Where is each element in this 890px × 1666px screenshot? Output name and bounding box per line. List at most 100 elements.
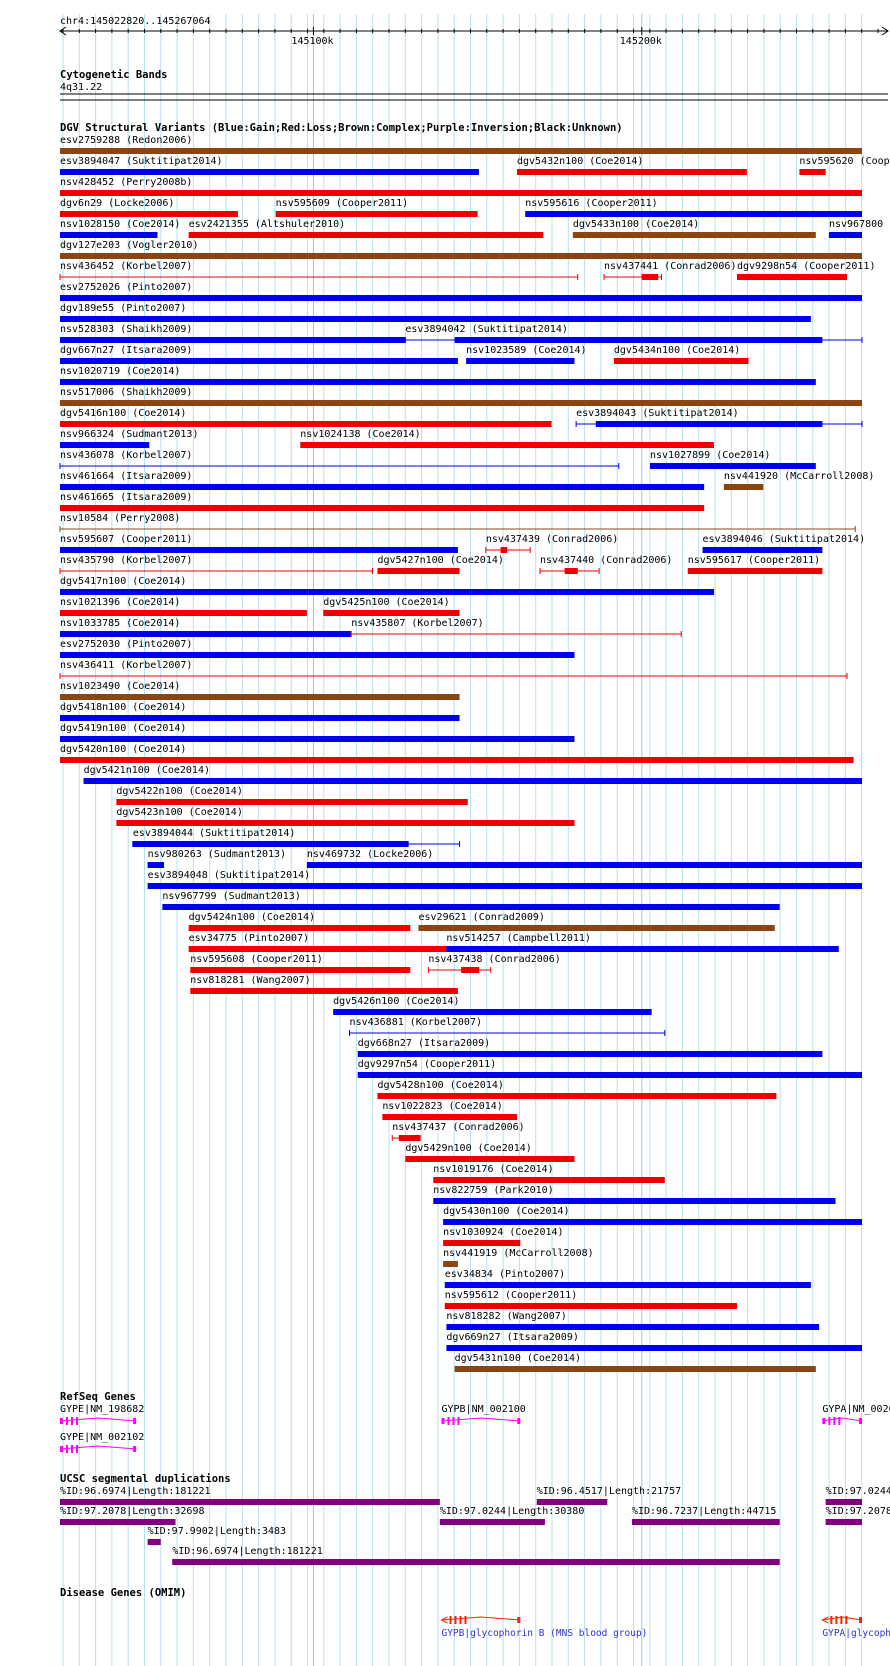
variant-bar[interactable] bbox=[275, 211, 478, 217]
gene-exon[interactable] bbox=[60, 1446, 63, 1452]
variant-bar-core[interactable] bbox=[398, 1135, 421, 1141]
omim-intron-line[interactable] bbox=[441, 1616, 521, 1621]
variant-bar[interactable] bbox=[190, 988, 458, 994]
variant-bar[interactable] bbox=[60, 316, 811, 322]
segdup-bar[interactable] bbox=[172, 1559, 780, 1565]
variant-bar[interactable] bbox=[60, 547, 458, 553]
variant-bar[interactable] bbox=[446, 1324, 820, 1330]
variant-bar-core[interactable] bbox=[454, 337, 823, 343]
variant-bar[interactable] bbox=[323, 610, 460, 616]
variant-bar[interactable] bbox=[147, 862, 165, 868]
variant-bar[interactable] bbox=[828, 232, 862, 238]
gene-exon[interactable] bbox=[76, 1445, 78, 1453]
variant-bar[interactable] bbox=[188, 946, 447, 952]
variant-bar[interactable] bbox=[60, 652, 575, 658]
variant-bar[interactable] bbox=[116, 820, 575, 826]
variant-bar[interactable] bbox=[162, 904, 780, 910]
variant-bar[interactable] bbox=[60, 631, 352, 637]
variant-bar[interactable] bbox=[702, 547, 823, 553]
gene-exon[interactable] bbox=[66, 1417, 68, 1425]
gene-exon[interactable] bbox=[452, 1417, 455, 1425]
segdup-bar[interactable] bbox=[60, 1499, 440, 1505]
variant-bar[interactable] bbox=[60, 337, 406, 343]
variant-bar[interactable] bbox=[377, 568, 460, 574]
variant-bar[interactable] bbox=[190, 967, 411, 973]
variant-bar[interactable] bbox=[147, 883, 862, 889]
segdup-bar[interactable] bbox=[825, 1519, 862, 1525]
variant-bar[interactable] bbox=[60, 295, 862, 301]
variant-bar[interactable] bbox=[443, 1240, 521, 1246]
omim-exon[interactable] bbox=[830, 1616, 833, 1624]
variant-bar[interactable] bbox=[433, 1198, 836, 1204]
variant-bar[interactable] bbox=[60, 190, 862, 196]
variant-bar[interactable] bbox=[723, 484, 764, 490]
segdup-bar[interactable] bbox=[536, 1499, 608, 1505]
omim-gene-label[interactable]: GYPB|glycophorin B (MNS blood group) bbox=[441, 1628, 647, 1639]
gene-label[interactable]: GYPA|NM_002099 bbox=[822, 1404, 890, 1415]
variant-bar-core[interactable] bbox=[461, 967, 480, 973]
variant-bar[interactable] bbox=[444, 1303, 738, 1309]
variant-bar[interactable] bbox=[116, 799, 468, 805]
variant-bar[interactable] bbox=[799, 169, 826, 175]
variant-bar[interactable] bbox=[444, 1282, 811, 1288]
variant-bar[interactable] bbox=[60, 736, 575, 742]
variant-bar[interactable] bbox=[572, 232, 816, 238]
gene-exon[interactable] bbox=[441, 1418, 445, 1424]
omim-exon[interactable] bbox=[449, 1616, 452, 1624]
variant-bar[interactable] bbox=[687, 568, 823, 574]
variant-bar[interactable] bbox=[443, 1261, 458, 1267]
variant-bar-core[interactable] bbox=[500, 547, 508, 553]
variant-bar[interactable] bbox=[525, 211, 862, 217]
variant-bar[interactable] bbox=[60, 400, 862, 406]
variant-bar[interactable] bbox=[454, 1366, 816, 1372]
variant-bar[interactable] bbox=[60, 232, 158, 238]
omim-exon[interactable] bbox=[840, 1616, 843, 1624]
omim-exon[interactable] bbox=[859, 1617, 862, 1623]
variant-bar[interactable] bbox=[60, 253, 862, 259]
variant-bar[interactable] bbox=[443, 1219, 862, 1225]
gene-exon[interactable] bbox=[517, 1418, 521, 1424]
variant-bar[interactable] bbox=[333, 1009, 652, 1015]
variant-bar[interactable] bbox=[433, 1177, 665, 1183]
gene-exon[interactable] bbox=[76, 1417, 78, 1425]
variant-bar[interactable] bbox=[377, 1093, 777, 1099]
variant-bar[interactable] bbox=[649, 463, 816, 469]
variant-bar[interactable] bbox=[405, 1156, 575, 1162]
variant-bar[interactable] bbox=[83, 778, 862, 784]
variant-bar[interactable] bbox=[613, 358, 749, 364]
variant-bar[interactable] bbox=[60, 610, 307, 616]
segdup-bar[interactable] bbox=[439, 1519, 545, 1525]
gene-intron-line[interactable] bbox=[822, 1417, 863, 1422]
variant-bar[interactable] bbox=[188, 232, 544, 238]
variant-bar[interactable] bbox=[737, 274, 848, 280]
gene-exon[interactable] bbox=[133, 1446, 137, 1452]
variant-bar[interactable] bbox=[517, 169, 747, 175]
variant-bar[interactable] bbox=[446, 1345, 862, 1351]
variant-bar[interactable] bbox=[60, 715, 460, 721]
variant-bar[interactable] bbox=[60, 505, 705, 511]
gene-exon[interactable] bbox=[133, 1418, 137, 1424]
variant-bar[interactable] bbox=[357, 1072, 862, 1078]
segdup-bar[interactable] bbox=[631, 1519, 780, 1525]
variant-bar[interactable] bbox=[60, 211, 238, 217]
omim-gene-label[interactable]: GYPA|glycophorin A (MNS blood group) bbox=[822, 1628, 890, 1639]
gene-label[interactable]: GYPE|NM_002102 bbox=[60, 1432, 144, 1443]
omim-exon[interactable] bbox=[454, 1616, 457, 1624]
segdup-bar[interactable] bbox=[825, 1499, 862, 1505]
variant-bar[interactable] bbox=[188, 925, 411, 931]
variant-bar[interactable] bbox=[60, 379, 816, 385]
variant-bar-core[interactable] bbox=[595, 421, 823, 427]
variant-bar[interactable] bbox=[382, 1114, 518, 1120]
variant-bar[interactable] bbox=[60, 757, 854, 763]
variant-bar[interactable] bbox=[60, 358, 458, 364]
gene-exon[interactable] bbox=[822, 1418, 826, 1424]
omim-exon[interactable] bbox=[517, 1617, 521, 1623]
omim-exon[interactable] bbox=[835, 1616, 838, 1624]
omim-exon[interactable] bbox=[464, 1616, 467, 1624]
variant-bar-core[interactable] bbox=[641, 274, 659, 280]
gene-label[interactable]: GYPE|NM_198682 bbox=[60, 1404, 144, 1415]
omim-exon[interactable] bbox=[459, 1616, 462, 1624]
gene-label[interactable]: GYPB|NM_002100 bbox=[441, 1404, 525, 1415]
gene-exon[interactable] bbox=[828, 1417, 831, 1425]
variant-bar[interactable] bbox=[357, 1051, 823, 1057]
